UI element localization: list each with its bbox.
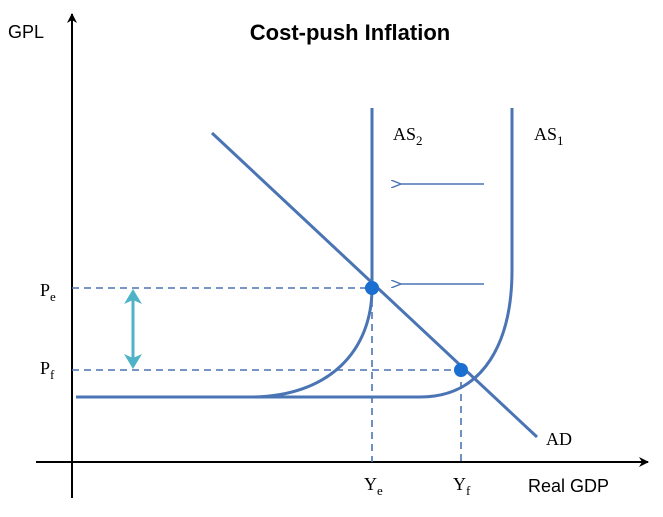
- pf-label: Pf: [40, 358, 55, 382]
- y-axis-label: GPL: [8, 22, 44, 42]
- equilibrium-point-e: [365, 281, 379, 295]
- price-change-arrow: [124, 289, 142, 369]
- guide-lines: [72, 287, 462, 462]
- ad-label: AD: [546, 429, 572, 449]
- ye-label: Ye: [364, 474, 383, 498]
- equilibrium-point-f: [454, 363, 468, 377]
- as2-curve: [212, 108, 374, 399]
- diagram-title: Cost-push Inflation: [250, 20, 450, 45]
- as1-curve: [76, 108, 514, 399]
- yf-label: Yf: [453, 474, 471, 498]
- as2-label: AS2: [393, 124, 423, 148]
- as1-label: AS1: [534, 124, 564, 148]
- x-axis-label: Real GDP: [528, 476, 609, 496]
- pe-label: Pe: [40, 280, 56, 304]
